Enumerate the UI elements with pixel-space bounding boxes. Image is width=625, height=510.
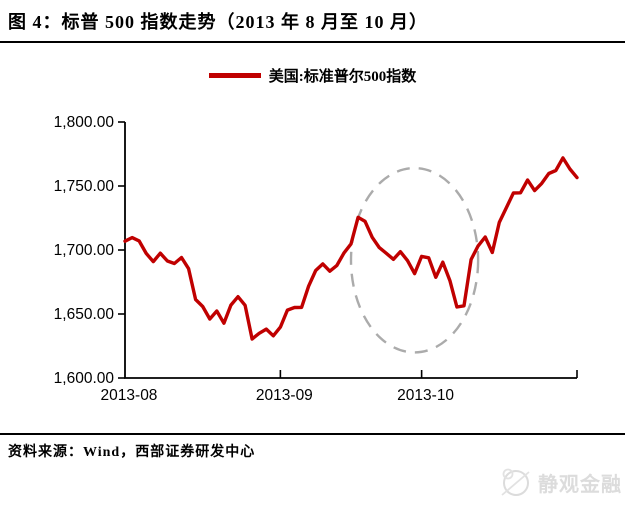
y-axis-label: 1,600.00: [54, 370, 115, 387]
source-note: 资料来源：Wind，西部证券研发中心: [8, 445, 256, 460]
legend-line-marker: [208, 72, 261, 78]
sp500-series-line: [123, 156, 579, 341]
y-axis-label: 1,650.00: [54, 306, 115, 323]
watermark-text: 静观金融: [538, 473, 622, 496]
legend-label: 美国:标准普尔500指数: [268, 68, 417, 85]
y-axis-label: 1,800.00: [54, 114, 115, 131]
title-divider: [0, 41, 625, 43]
source-divider: [0, 433, 625, 435]
watermark-logo-icon: [501, 468, 530, 496]
legend: 美国:标准普尔500指数: [0, 64, 625, 86]
y-axis-label: 1,700.00: [54, 242, 115, 259]
y-axis-label: 1,750.00: [54, 178, 115, 195]
x-axis-label: 2013-08: [101, 387, 158, 404]
x-axis-label: 2013-10: [397, 387, 454, 404]
watermark: 静观金融: [498, 466, 622, 498]
x-axis-label: 2013-09: [256, 387, 313, 404]
axes: [124, 122, 577, 379]
page-title: 图 4：标普 500 指数走势（2013 年 8 月至 10 月）: [8, 12, 428, 32]
highlight-ellipse: [349, 166, 480, 354]
